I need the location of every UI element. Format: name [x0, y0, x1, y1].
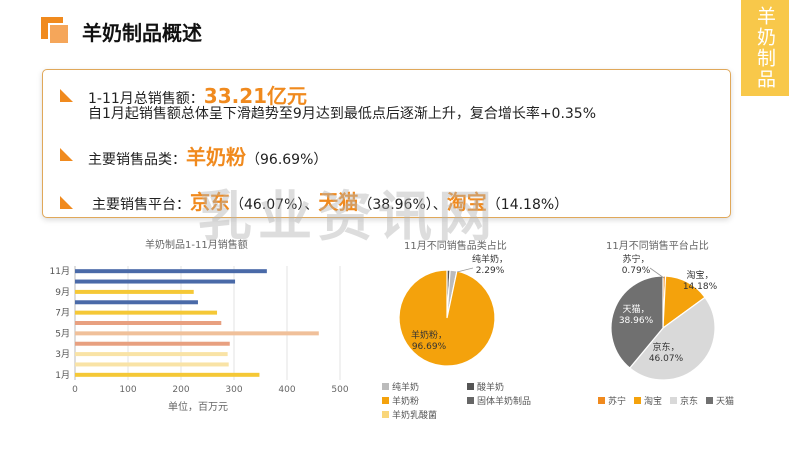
legend-label: 纯羊奶 — [392, 383, 420, 393]
bar-y-tick-label: 1月 — [55, 370, 70, 381]
bar-y-tick-label: 3月 — [55, 349, 70, 360]
category-pie: 纯羊奶， 2.29% 羊奶粉， 96.69% — [398, 253, 508, 367]
bar-6月 — [75, 321, 222, 325]
platform-pie: 苏宁， 0.79% 淘宝， 14.18% 京东， 46.07% 天猫， 38.96% — [610, 253, 718, 381]
bar-7月 — [75, 310, 218, 315]
pie-label-天猫: 天猫， 38.96% — [619, 303, 654, 326]
bar-4月 — [75, 341, 230, 346]
bar-y-tick-label: 5月 — [55, 328, 70, 339]
pie-slice-羊奶粉 — [398, 269, 496, 367]
legend-label: 羊奶粉 — [392, 397, 420, 407]
legend-item: 羊奶乳酸菌 — [382, 408, 467, 421]
legend-swatch — [467, 397, 474, 404]
bar-x-tick-label: 400 — [278, 385, 295, 395]
summary-line-category: 主要销售品类：羊奶粉（96.69%） — [88, 145, 328, 169]
legend-swatch — [382, 397, 389, 404]
legend-swatch — [670, 397, 678, 404]
bullet-triangle-icon — [60, 148, 73, 161]
bar-2月 — [75, 362, 229, 367]
bullet-triangle-icon — [60, 196, 73, 209]
pie-slice-天猫 — [610, 275, 664, 369]
legend-item: 纯羊奶 — [382, 380, 467, 393]
pie-label-京东: 京东， 46.07% — [649, 341, 684, 364]
category-pie-title: 11月不同销售品类占比 — [404, 241, 507, 252]
bar-x-tick-label: 500 — [331, 385, 348, 395]
legend-item: 天猫 — [706, 394, 734, 407]
total-sales-value: 33.21亿元 — [203, 84, 308, 108]
pie-slice-京东 — [628, 296, 716, 381]
category-pie-legend: 纯羊奶 酸羊奶羊奶粉 固体羊奶制品羊奶乳酸菌 — [382, 380, 552, 421]
legend-swatch — [382, 383, 389, 390]
legend-item: 京东 — [670, 394, 698, 407]
bar-10月 — [75, 279, 236, 284]
bar-x-tick-label: 300 — [225, 385, 242, 395]
legend-swatch — [467, 383, 474, 390]
legend-label: 酸羊奶 — [477, 383, 505, 393]
summary-line-total: 1-11月总销售额：33.21亿元 — [88, 84, 308, 108]
pie-label-纯羊奶: 纯羊奶， 2.29% — [472, 253, 508, 276]
legend-label: 天猫 — [716, 397, 735, 407]
legend-label: 固体羊奶制品 — [477, 397, 532, 407]
bar-9月 — [75, 289, 194, 294]
legend-item: 羊奶粉 — [382, 394, 467, 407]
bar-1月 — [75, 372, 260, 377]
legend-label: 京东 — [680, 397, 699, 407]
legend-item: 固体羊奶制品 — [467, 394, 552, 407]
bar-8月 — [75, 300, 198, 305]
platform-pie-legend: 苏宁 淘宝 京东 天猫 — [598, 394, 734, 407]
bar-x-tick-label: 0 — [72, 385, 78, 395]
watermark: 乳业资讯网 — [198, 185, 498, 248]
legend-swatch — [634, 397, 642, 404]
bar-x-tick-label: 200 — [172, 385, 189, 395]
legend-item: 淘宝 — [634, 394, 662, 407]
bar-chart: 0 100 200 300 400 500 1月 3月 5月 7月 9月 11月 — [50, 266, 349, 395]
bar-3月 — [75, 352, 228, 357]
bar-y-tick-label: 7月 — [55, 308, 70, 319]
bar-5月 — [75, 331, 319, 336]
bar-y-tick-label: 11月 — [50, 266, 70, 277]
main-category-value: 羊奶粉 — [186, 145, 246, 169]
page-title: 羊奶制品概述 — [82, 21, 202, 45]
legend-swatch — [706, 397, 714, 404]
pie-leader-line — [649, 267, 665, 279]
legend-item: 酸羊奶 — [467, 380, 552, 393]
summary-line-platform: 主要销售平台：京东（46.07%）、天猫（38.96%）、淘宝（14.18%） — [92, 190, 569, 214]
bar-y-tick-label: 9月 — [55, 287, 70, 298]
legend-item: 苏宁 — [598, 394, 626, 407]
pie-label-羊奶粉: 羊奶粉， 96.69% — [411, 329, 447, 352]
legend-swatch — [382, 411, 389, 418]
summary-line-trend: 自1月起销售额总体呈下滑趋势至9月达到最低点后逐渐上升，复合增长率+0.35% — [88, 106, 597, 122]
pie-leader-line — [456, 267, 474, 273]
legend-label: 苏宁 — [608, 397, 627, 407]
pie-label-淘宝: 淘宝， 14.18% — [683, 269, 718, 292]
legend-label: 淘宝 — [644, 397, 663, 407]
platform-pie-title: 11月不同销售平台占比 — [606, 241, 709, 252]
pie-label-苏宁: 苏宁， 0.79% — [622, 253, 651, 276]
logo-square-front — [48, 23, 70, 45]
bar-x-tick-label: 100 — [119, 385, 136, 395]
bar-11月 — [75, 269, 267, 274]
bar-chart-title: 羊奶制品1-11月销售额 — [145, 240, 248, 251]
legend-swatch — [598, 397, 605, 404]
bar-chart-xlabel: 单位，百万元 — [168, 402, 228, 413]
bullet-triangle-icon — [60, 89, 73, 102]
summary-box — [42, 69, 731, 218]
side-tag: 羊奶制品 — [741, 0, 789, 96]
legend-label: 羊奶乳酸菌 — [392, 411, 438, 421]
